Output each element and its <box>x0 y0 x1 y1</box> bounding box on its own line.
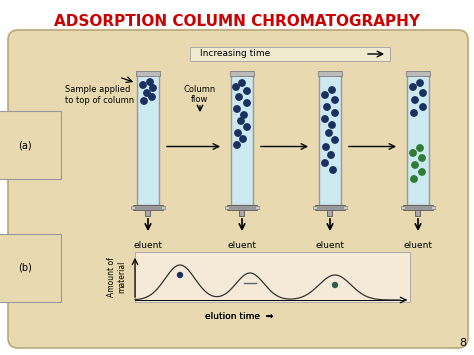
Bar <box>230 71 254 76</box>
Circle shape <box>322 116 328 122</box>
Bar <box>137 75 159 205</box>
Text: ADSORPTION COLUMN CHROMATOGRAPHY: ADSORPTION COLUMN CHROMATOGRAPHY <box>54 14 420 29</box>
Circle shape <box>326 130 332 136</box>
Bar <box>401 206 405 209</box>
Bar <box>131 206 135 209</box>
Circle shape <box>234 142 240 148</box>
Circle shape <box>241 112 247 118</box>
Bar <box>431 206 435 209</box>
Bar <box>231 75 253 205</box>
Circle shape <box>332 137 338 143</box>
Text: 8: 8 <box>459 338 466 348</box>
Bar <box>161 206 165 209</box>
Circle shape <box>420 104 426 110</box>
Bar <box>225 206 229 209</box>
Text: Column
flow: Column flow <box>184 85 216 104</box>
Bar <box>227 205 257 210</box>
Circle shape <box>177 273 182 278</box>
Circle shape <box>233 84 239 90</box>
Bar <box>255 206 259 209</box>
Bar <box>135 252 410 302</box>
Text: Sample applied
to top of column: Sample applied to top of column <box>65 85 134 105</box>
Circle shape <box>141 98 147 104</box>
Circle shape <box>150 85 156 91</box>
Circle shape <box>417 145 423 151</box>
Bar <box>416 210 420 216</box>
Circle shape <box>329 87 335 93</box>
Text: (a): (a) <box>18 140 32 150</box>
Circle shape <box>411 110 417 116</box>
Circle shape <box>244 88 250 94</box>
Text: Increasing time: Increasing time <box>200 49 270 59</box>
Bar <box>319 75 341 205</box>
Circle shape <box>240 136 246 142</box>
Circle shape <box>238 118 244 124</box>
Circle shape <box>330 167 336 173</box>
Circle shape <box>324 104 330 110</box>
Bar <box>407 75 429 205</box>
Circle shape <box>144 90 150 96</box>
Circle shape <box>332 283 337 288</box>
Circle shape <box>149 94 155 100</box>
Circle shape <box>239 80 245 86</box>
Circle shape <box>140 82 146 88</box>
Circle shape <box>322 92 328 98</box>
Circle shape <box>244 100 250 106</box>
Circle shape <box>417 80 423 86</box>
Bar <box>313 206 317 209</box>
Circle shape <box>147 79 153 85</box>
Text: Amount of
material: Amount of material <box>107 257 127 297</box>
Circle shape <box>332 97 338 103</box>
Text: eluent: eluent <box>134 241 163 250</box>
Circle shape <box>234 106 240 112</box>
Circle shape <box>236 94 242 100</box>
FancyBboxPatch shape <box>8 30 468 348</box>
Text: (b): (b) <box>18 263 32 273</box>
Bar <box>328 210 332 216</box>
Circle shape <box>332 110 338 116</box>
Text: elution time  →: elution time → <box>205 312 273 321</box>
Bar <box>136 71 160 76</box>
Circle shape <box>419 169 425 175</box>
Bar <box>315 205 345 210</box>
Circle shape <box>420 90 426 96</box>
Circle shape <box>244 124 250 130</box>
Circle shape <box>410 150 416 156</box>
Text: eluent: eluent <box>316 241 345 250</box>
Text: eluent: eluent <box>403 241 432 250</box>
Circle shape <box>412 97 418 103</box>
Bar <box>318 71 342 76</box>
Bar <box>133 205 163 210</box>
Circle shape <box>323 144 329 150</box>
Bar <box>239 210 245 216</box>
Bar <box>406 71 430 76</box>
Text: eluent: eluent <box>228 241 256 250</box>
Bar <box>190 47 390 61</box>
Circle shape <box>329 122 335 128</box>
Circle shape <box>235 130 241 136</box>
Circle shape <box>419 155 425 161</box>
Circle shape <box>328 152 334 158</box>
Circle shape <box>410 84 416 90</box>
Circle shape <box>322 160 328 166</box>
Bar <box>343 206 347 209</box>
Bar <box>403 205 433 210</box>
Bar <box>146 210 151 216</box>
Circle shape <box>411 176 417 182</box>
Text: elution time  ➡: elution time ➡ <box>205 312 273 321</box>
Circle shape <box>412 162 418 168</box>
